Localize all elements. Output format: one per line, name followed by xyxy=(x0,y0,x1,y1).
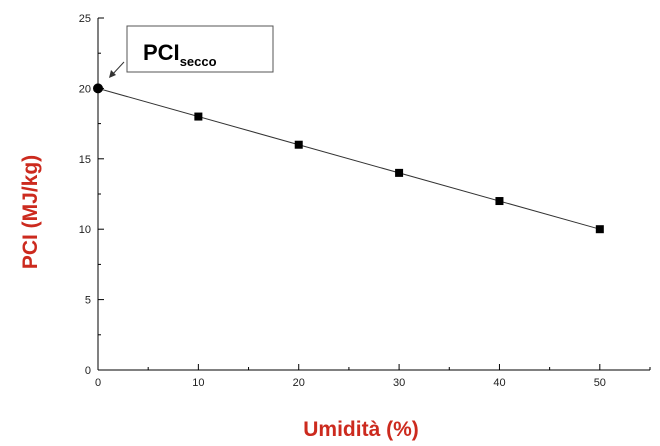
y-axis-title: PCI (MJ/kg) xyxy=(19,155,42,269)
trend-line xyxy=(97,87,600,230)
y-tick-label: 0 xyxy=(85,365,91,377)
callout-arrowhead xyxy=(109,70,116,78)
data-point xyxy=(294,140,303,149)
x-tick-label: 40 xyxy=(493,377,505,389)
data-point xyxy=(194,112,203,121)
x-axis-title: Umidità (%) xyxy=(303,418,419,441)
y-tick-label: 15 xyxy=(79,154,91,166)
data-point xyxy=(495,197,504,206)
y-tick-label: 10 xyxy=(79,224,91,236)
x-tick-label: 10 xyxy=(192,377,204,389)
x-tick-label: 30 xyxy=(393,377,405,389)
data-point xyxy=(93,83,103,94)
data-point xyxy=(595,225,604,234)
y-tick-label: 5 xyxy=(85,295,91,307)
data-points xyxy=(93,83,604,234)
x-axis-ticks: 0 10 20 30 40 50 xyxy=(95,364,651,389)
x-tick-label: 20 xyxy=(293,377,305,389)
callout-label: PCIsecco xyxy=(143,40,217,69)
y-axis-ticks: 0 5 10 15 20 25 xyxy=(79,13,104,377)
callout-box xyxy=(126,25,274,73)
x-tick-label: 0 xyxy=(95,377,101,389)
x-tick-label: 50 xyxy=(594,377,606,389)
y-tick-label: 25 xyxy=(79,13,91,25)
plot-area: 0 10 20 30 40 50 0 5 10 15 20 25 xyxy=(79,13,651,389)
y-tick-label: 20 xyxy=(79,83,91,95)
data-point xyxy=(395,168,404,177)
callout-annotation: PCIsecco xyxy=(109,25,274,78)
